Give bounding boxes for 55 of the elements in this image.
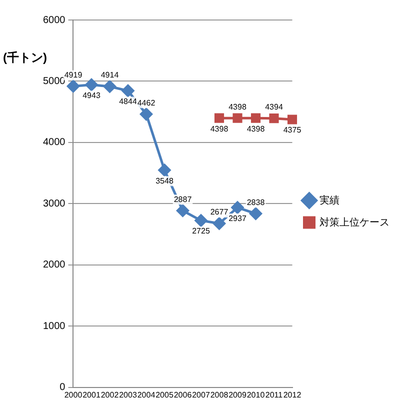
point	[176, 204, 189, 217]
x-tick-label: 2003	[119, 390, 138, 400]
data-label: 4398	[228, 102, 247, 112]
x-tick-label: 2007	[192, 390, 210, 400]
y-tick-label: 5000	[42, 76, 66, 87]
x-tick-label: 2009	[228, 390, 247, 400]
point	[214, 113, 224, 123]
point	[231, 201, 244, 214]
data-label: 2838	[246, 198, 266, 207]
point	[213, 217, 226, 230]
point	[194, 214, 208, 227]
data-label: 4398	[246, 124, 266, 134]
y-axis-title: (千トン)	[3, 50, 47, 64]
x-tick-label: 2011	[265, 390, 284, 400]
x-tick-label: 2005	[156, 390, 174, 400]
data-label: 2677	[210, 208, 229, 217]
x-tick-label: 2001	[82, 390, 101, 400]
data-label: 4462	[137, 98, 156, 108]
data-label: 4914	[100, 70, 120, 80]
x-tick-label: 2006	[174, 390, 192, 400]
point	[232, 113, 242, 123]
data-label: 4394	[265, 102, 284, 112]
x-tick-label: 2008	[210, 390, 229, 400]
point	[287, 114, 298, 124]
data-label: 4919	[64, 70, 83, 80]
y-tick-label: 2000	[42, 260, 66, 271]
y-tick-label: 6000	[42, 14, 66, 26]
y-tick-label: 3000	[42, 198, 66, 210]
data-label: 4943	[82, 90, 101, 100]
y-tick-label: 1000	[42, 320, 66, 332]
data-label: 2937	[228, 214, 247, 223]
x-tick-label: 2012	[283, 390, 302, 400]
data-label: 4375	[283, 126, 302, 135]
point	[250, 113, 261, 123]
point	[66, 80, 80, 92]
data-label: 3548	[156, 176, 174, 186]
x-tick-label: 2004	[137, 390, 156, 400]
legend-label: 実績	[319, 194, 340, 206]
legend-label: 対策上位ケース	[319, 216, 390, 228]
data-label: 4844	[119, 96, 138, 106]
data-label: 2725	[192, 226, 210, 236]
point	[140, 108, 152, 120]
data-label: 4398	[210, 124, 229, 134]
point	[103, 80, 116, 93]
y-tick-label: 4000	[42, 137, 66, 148]
point	[158, 164, 171, 176]
x-tick-label: 2002	[100, 390, 120, 400]
point	[269, 114, 279, 124]
data-label: 2887	[174, 194, 192, 204]
x-tick-label: 2000	[64, 390, 83, 400]
x-tick-label: 2010	[246, 390, 266, 400]
point	[85, 78, 98, 91]
y-tick-label: 0	[60, 382, 66, 394]
point	[250, 207, 262, 220]
point	[122, 84, 134, 98]
